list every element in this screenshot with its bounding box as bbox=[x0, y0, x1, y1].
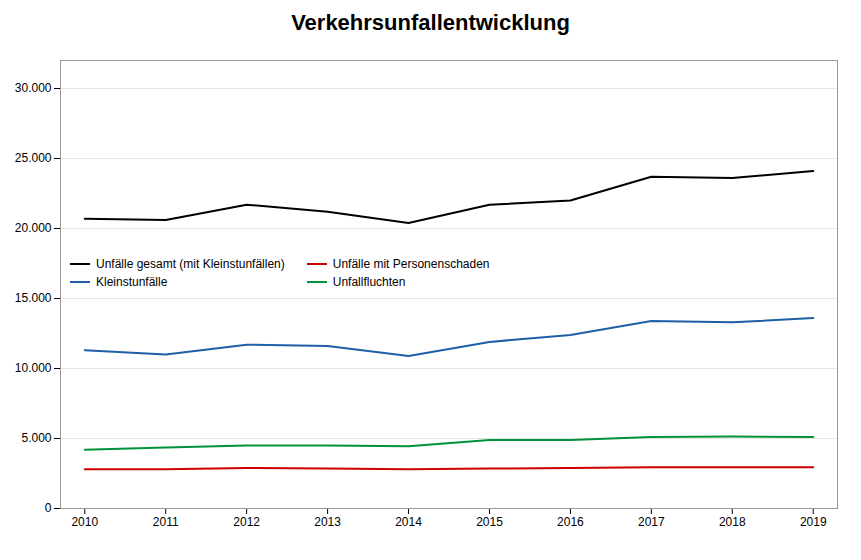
svg-text:2010: 2010 bbox=[71, 515, 98, 529]
svg-text:2012: 2012 bbox=[233, 515, 260, 529]
svg-text:2016: 2016 bbox=[557, 515, 584, 529]
html-text:Verkehrsunfallentwicklung: Verkehrsunfallentwicklung bbox=[291, 10, 570, 35]
svg-text:20.000: 20.000 bbox=[15, 221, 52, 235]
svg-text:2015: 2015 bbox=[476, 515, 503, 529]
html-text:Unfälle gesamt (mit Kleinstunf: Unfälle gesamt (mit Kleinstunfällen) bbox=[96, 256, 285, 271]
svg-text:30.000: 30.000 bbox=[15, 81, 52, 95]
svg-text:2017: 2017 bbox=[638, 515, 665, 529]
svg-text:2011: 2011 bbox=[153, 515, 179, 529]
html-text:Unfälle mit Personenschaden: Unfälle mit Personenschaden bbox=[332, 256, 490, 271]
svg-text:25.000: 25.000 bbox=[15, 151, 52, 165]
html-text:Unfallfluchten: Unfallfluchten bbox=[332, 274, 406, 289]
svg-text:15.000: 15.000 bbox=[15, 291, 52, 305]
svg-text:10.000: 10.000 bbox=[15, 361, 52, 375]
svg-text:2019: 2019 bbox=[800, 515, 827, 529]
svg-text:5.000: 5.000 bbox=[21, 431, 51, 445]
html-text:Kleinstunfälle: Kleinstunfälle bbox=[96, 274, 168, 289]
svg-text:2014: 2014 bbox=[395, 515, 422, 529]
svg-text:2018: 2018 bbox=[719, 515, 746, 529]
svg-text:2013: 2013 bbox=[314, 515, 341, 529]
svg-text:0: 0 bbox=[45, 501, 52, 515]
